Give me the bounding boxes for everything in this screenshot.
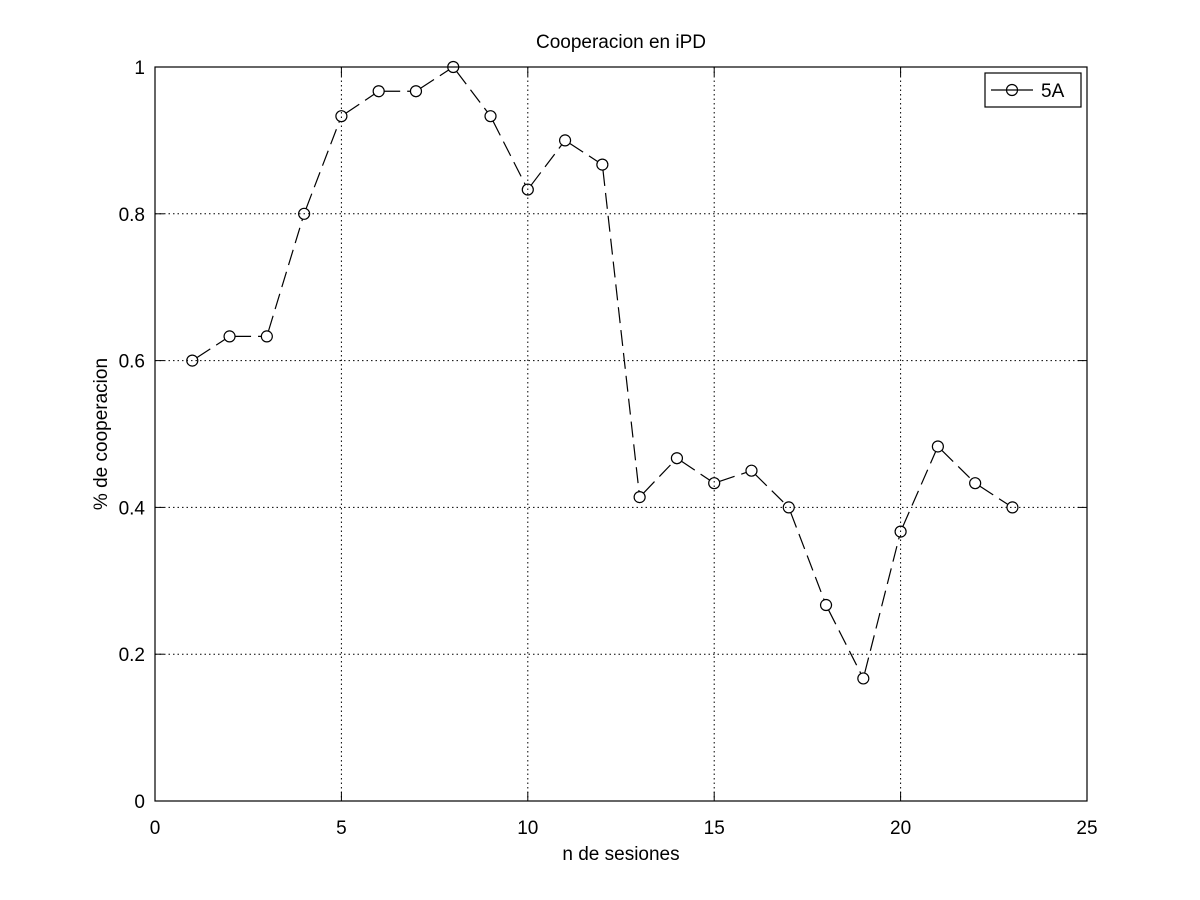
y-tick-label: 0.6 xyxy=(119,352,145,373)
data-point-marker xyxy=(633,491,646,504)
series-layer xyxy=(186,60,1019,685)
legend-marker-circle xyxy=(1005,83,1019,97)
series-segment xyxy=(196,338,226,359)
y-axis-label: % de cooperacion xyxy=(91,358,112,510)
data-point-marker xyxy=(931,440,944,453)
series-segment xyxy=(492,120,526,185)
data-point-marker xyxy=(298,207,311,220)
y-tick-label: 0.2 xyxy=(119,645,145,666)
y-tick-label: 0.8 xyxy=(119,205,145,226)
data-point-marker xyxy=(260,330,273,343)
data-point-marker xyxy=(447,60,460,74)
x-tick-label: 25 xyxy=(1076,818,1097,839)
x-tick-label: 0 xyxy=(150,818,161,839)
data-point-marker xyxy=(596,158,609,171)
series-segment xyxy=(456,71,488,113)
series-segment xyxy=(790,512,825,601)
series-segment xyxy=(754,474,786,504)
data-point-marker xyxy=(782,501,795,514)
series-segment xyxy=(864,536,900,674)
data-point-marker xyxy=(484,110,497,123)
series-segment xyxy=(719,471,747,483)
data-point-marker xyxy=(335,110,348,123)
data-point-marker xyxy=(1006,501,1019,514)
axis-ticks: 0 5 10 15 20 25 0 0.2 0.4 0.6 0.8 1 xyxy=(119,58,1098,839)
y-tick-label: 1 xyxy=(134,58,145,79)
data-point-marker xyxy=(708,477,721,490)
data-point-marker xyxy=(670,452,684,465)
series-segment xyxy=(602,170,640,492)
series-segment xyxy=(827,609,862,674)
series-segment xyxy=(643,461,674,494)
chart-title: Cooperacion en iPD xyxy=(536,32,706,53)
data-point-marker xyxy=(894,525,907,538)
series-segment xyxy=(305,121,340,209)
legend-label: 5A xyxy=(1041,81,1065,102)
y-tick-label: 0 xyxy=(134,792,145,813)
series-segment xyxy=(979,485,1009,505)
x-tick-label: 10 xyxy=(517,818,538,839)
y-tick-label: 0.4 xyxy=(119,498,146,519)
series-segment xyxy=(902,451,937,527)
x-tick-label: 20 xyxy=(890,818,911,839)
data-point-marker xyxy=(372,85,385,98)
data-point-marker xyxy=(223,330,236,343)
series-segment xyxy=(941,449,972,480)
series-segment xyxy=(345,93,375,114)
legend: 5A xyxy=(984,72,1082,108)
grid-lines xyxy=(155,67,1087,801)
series-segment xyxy=(569,142,599,163)
data-point-marker xyxy=(745,464,758,477)
x-tick-label: 15 xyxy=(704,818,725,839)
series-segment xyxy=(530,144,563,186)
data-point-marker xyxy=(409,85,423,98)
series-segment xyxy=(267,218,304,332)
x-tick-label: 5 xyxy=(336,818,347,839)
data-point-marker xyxy=(186,354,199,367)
series-segment xyxy=(681,460,710,481)
series-segment xyxy=(420,69,449,89)
x-axis-label: n de sesiones xyxy=(562,844,679,865)
data-point-marker xyxy=(521,183,534,196)
data-point-marker xyxy=(558,134,572,147)
data-point-marker xyxy=(819,598,833,612)
plot-frame xyxy=(154,66,1088,802)
data-point-marker xyxy=(857,672,870,685)
data-point-marker xyxy=(969,477,982,490)
